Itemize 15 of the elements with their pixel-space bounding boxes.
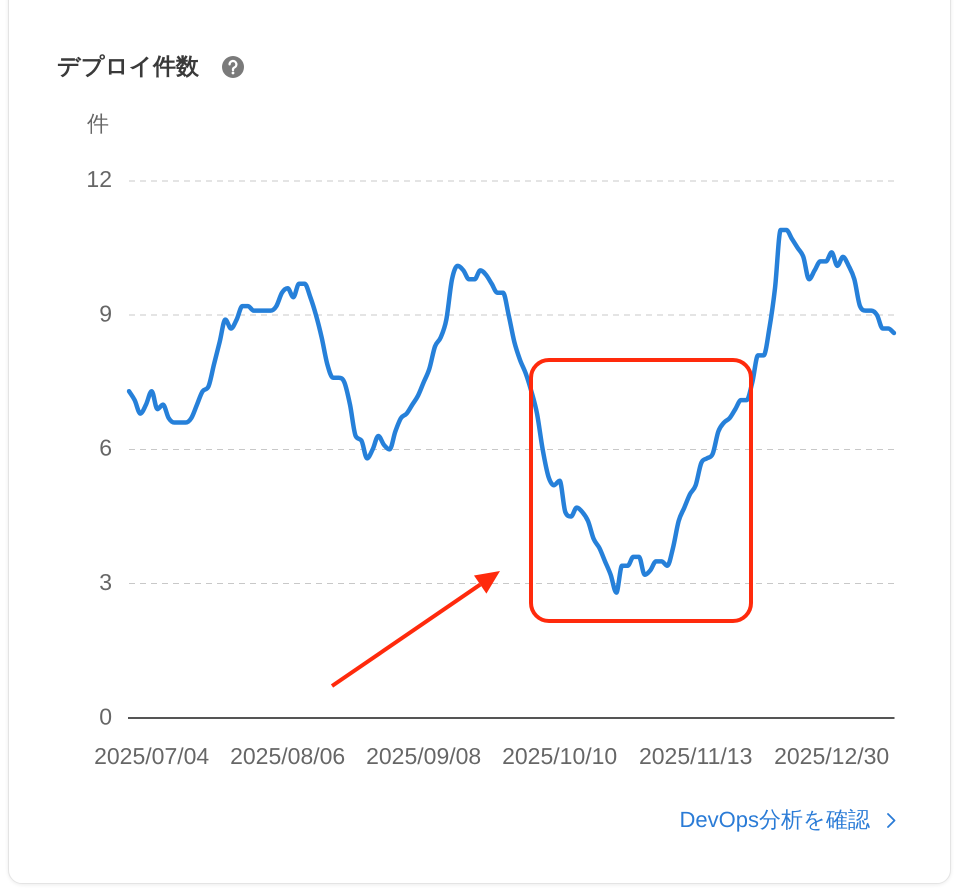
x-tick-label: 2025/12/30 xyxy=(774,743,890,770)
chart-title: デプロイ件数 xyxy=(57,52,199,80)
x-tick-label: 2025/11/13 xyxy=(638,743,752,770)
y-tick-label: 3 xyxy=(99,569,112,596)
x-tick-label: 2025/09/08 xyxy=(366,743,482,770)
x-tick-label: 2025/10/10 xyxy=(502,743,618,770)
x-tick-label: 2025/07/04 xyxy=(94,743,210,770)
y-axis-title: 件 xyxy=(87,111,109,136)
x-tick-label: 2025/08/06 xyxy=(230,743,346,770)
y-tick-label: 6 xyxy=(99,434,112,461)
line-series xyxy=(126,228,896,595)
y-tick-label: 0 xyxy=(99,703,112,730)
y-tick-label: 9 xyxy=(99,300,112,326)
y-tick-label: 12 xyxy=(86,166,112,192)
text: DevOps分析を確認 xyxy=(680,806,870,834)
